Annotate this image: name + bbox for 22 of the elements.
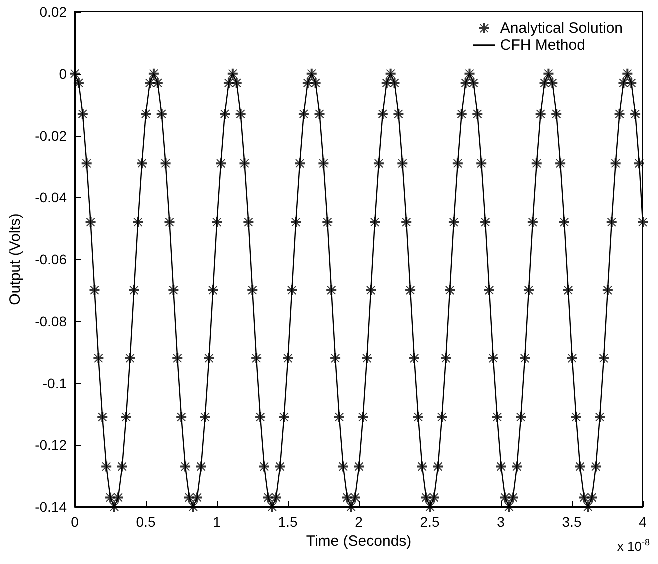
x-axis-title: Time (Seconds) (306, 532, 412, 550)
x-tick-label: 3.5 (562, 514, 582, 530)
x-tick-label: 1.5 (278, 514, 298, 530)
y-tick-label: 0.02 (40, 4, 68, 20)
y-tick-label: -0.08 (35, 313, 68, 330)
legend-label: CFH Method (500, 37, 586, 54)
x-tick-label: 2.5 (420, 514, 440, 530)
y-tick-label: -0.1 (42, 375, 68, 392)
y-tick-label: -0.14 (35, 499, 68, 515)
x-tick-label: 0.5 (136, 514, 156, 530)
y-tick-label: -0.06 (35, 252, 68, 268)
x-tick-label: 4 (639, 514, 648, 530)
legend-label: Analytical Solution (500, 20, 624, 37)
x-tick-label: 3 (497, 514, 506, 530)
y-axis-title: Output (Volts) (7, 214, 24, 306)
y-tick-label: -0.02 (35, 128, 68, 144)
x-tick-label: 2 (355, 514, 364, 530)
y-tick-label: -0.04 (35, 190, 68, 206)
x-tick-label: 1 (213, 514, 222, 530)
y-tick-label: 0 (59, 66, 68, 82)
y-tick-label: -0.12 (35, 437, 68, 454)
x-tick-label: 0 (71, 514, 80, 530)
